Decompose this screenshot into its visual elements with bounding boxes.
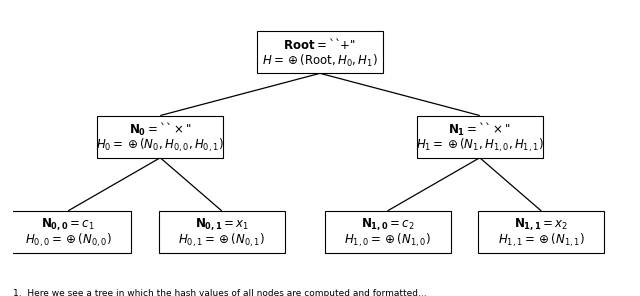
Text: $H_{0,0} = \oplus(N_{0,0})$: $H_{0,0} = \oplus(N_{0,0})$ (25, 232, 111, 249)
Text: $\mathbf{N_{1,1}} = x_2$: $\mathbf{N_{1,1}} = x_2$ (514, 216, 568, 232)
Text: $\mathbf{N_{0,0}} = c_1$: $\mathbf{N_{0,0}} = c_1$ (41, 216, 95, 232)
Text: $\mathbf{N_{1,0}} = c_2$: $\mathbf{N_{1,0}} = c_2$ (361, 216, 415, 232)
FancyBboxPatch shape (417, 115, 543, 158)
FancyBboxPatch shape (324, 211, 451, 253)
FancyBboxPatch shape (5, 211, 131, 253)
Text: $H_{1,1} = \oplus(N_{1,1})$: $H_{1,1} = \oplus(N_{1,1})$ (498, 232, 584, 249)
Text: $\mathbf{N_1} = \text{``}\times\text{"}$: $\mathbf{N_1} = \text{``}\times\text{"}$ (448, 120, 511, 138)
Text: 1.  Here we see a tree in which the hash values of all nodes are computed and fo: 1. Here we see a tree in which the hash … (13, 289, 426, 296)
Text: $\mathbf{Root} = \text{``+"}$: $\mathbf{Root} = \text{``+"}$ (284, 37, 356, 52)
FancyBboxPatch shape (97, 115, 223, 158)
FancyBboxPatch shape (159, 211, 285, 253)
FancyBboxPatch shape (257, 31, 383, 73)
Text: $\mathbf{N_0} = \text{``}\times\text{"}$: $\mathbf{N_0} = \text{``}\times\text{"}$ (129, 120, 192, 138)
Text: $H_1 = \oplus(N_1,H_{1,0},H_{1,1})$: $H_1 = \oplus(N_1,H_{1,0},H_{1,1})$ (416, 136, 543, 154)
Text: $H_0 = \oplus(N_0,H_{0,0},H_{0,1})$: $H_0 = \oplus(N_0,H_{0,0},H_{0,1})$ (97, 136, 224, 154)
Text: $H_{1,0} = \oplus(N_{1,0})$: $H_{1,0} = \oplus(N_{1,0})$ (344, 232, 431, 249)
FancyBboxPatch shape (478, 211, 604, 253)
Text: $H_{0,1} = \oplus(N_{0,1})$: $H_{0,1} = \oplus(N_{0,1})$ (179, 232, 265, 249)
Text: $\mathbf{N_{0,1}} = x_1$: $\mathbf{N_{0,1}} = x_1$ (195, 216, 249, 232)
Text: $H = \oplus(\text{Root},H_0,H_1)$: $H = \oplus(\text{Root},H_0,H_1)$ (262, 53, 378, 69)
